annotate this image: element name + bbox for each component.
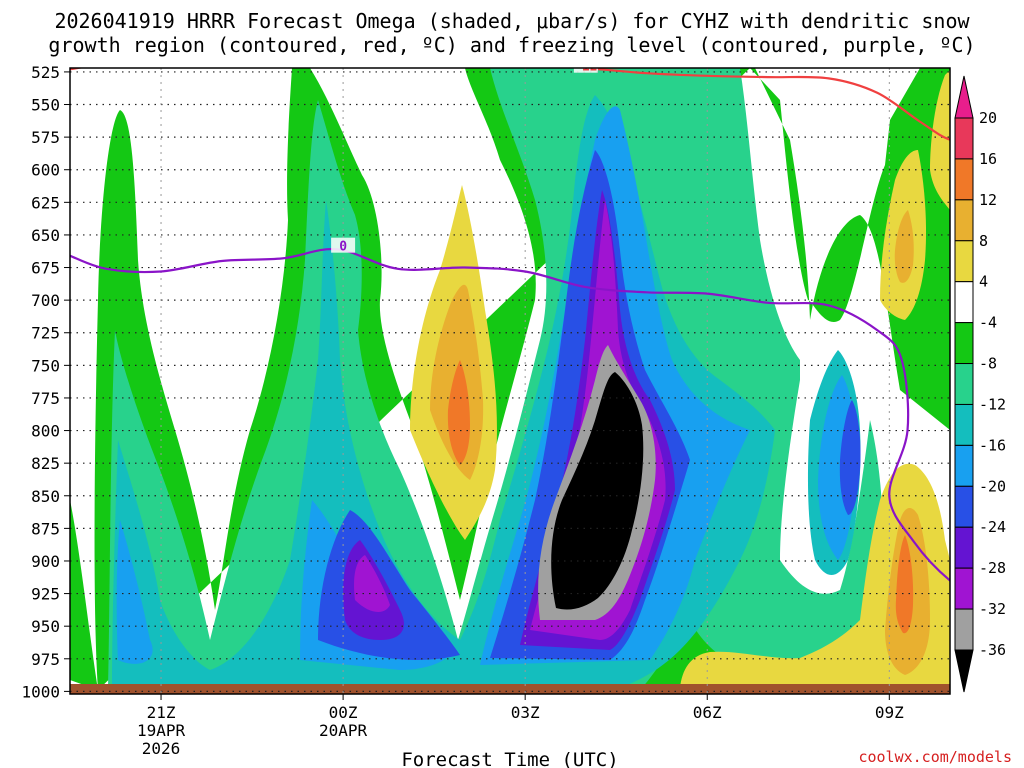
colorbar-label: -36: [979, 641, 1006, 659]
y-tick-label: 750: [31, 356, 60, 375]
credit-text: coolwx.com/models: [858, 748, 1012, 766]
y-tick-label: 575: [31, 128, 60, 147]
contour-label: 0: [339, 240, 347, 255]
x-tick-label: 06Z: [693, 703, 722, 722]
colorbar-label: -16: [979, 436, 1006, 454]
y-tick-label: 825: [31, 454, 60, 473]
colorbar-band: [954, 363, 974, 405]
colorbar-band: [954, 444, 974, 487]
x-tick-label: 21Z: [147, 703, 176, 722]
y-tick-label: 600: [31, 161, 60, 180]
colorbar-band: [954, 608, 974, 651]
y-tick-label: 875: [31, 519, 60, 538]
colorbar-top-arrow: [954, 75, 974, 119]
colorbar-band: [954, 240, 974, 283]
colorbar-label: 4: [979, 273, 988, 291]
y-tick-label: 900: [31, 552, 60, 571]
colorbar-label: 16: [979, 150, 997, 168]
contour-layer: -12 0: [70, 60, 950, 582]
x-axis: 21Z19APR202600Z20APR03Z06Z09Z12Z: [137, 694, 904, 758]
colorbar-label: 8: [979, 232, 988, 250]
colorbar-band: [954, 485, 974, 528]
plot-frame: [69, 67, 951, 695]
y-tick-label: 775: [31, 389, 60, 408]
freezing-level-line: [70, 247, 950, 582]
colorbar: 20 16 12 8 4 -4 -8 -12 -16 -20 -24 -28 -32 -36: [954, 75, 1006, 693]
y-tick-label: 625: [31, 193, 60, 212]
y-tick-label: 725: [31, 324, 60, 343]
region-orange: [447, 360, 914, 634]
contour-label-bg: [331, 237, 356, 253]
y-tick-label: 950: [31, 617, 60, 636]
colorbar-band: [954, 117, 974, 160]
y-tick-label: 650: [31, 226, 60, 245]
x-tick-date: 19APR: [137, 721, 186, 740]
y-tick-label: 800: [31, 422, 60, 441]
y-tick-label: 975: [31, 650, 60, 669]
colorbar-label: -4: [979, 314, 997, 332]
colorbar-band: [954, 403, 974, 446]
y-tick-label: 1000: [21, 682, 60, 701]
y-axis: 525 550 575 600 625 650 675 700 725 750 775 800 825 8…: [21, 63, 70, 701]
colorbar-bottom-arrow: [954, 649, 974, 693]
y-tick-label: 925: [31, 585, 60, 604]
colorbar-label: 12: [979, 191, 997, 209]
colorbar-band: [954, 526, 974, 569]
x-tick-year: 2026: [142, 739, 181, 758]
contour-label: -12: [574, 60, 597, 75]
chart-title-line2: growth region (contoured, red, ºC) and f…: [48, 33, 975, 57]
chart-title-line1: 2026041919 HRRR Forecast Omega (shaded, …: [54, 9, 970, 33]
colorbar-band: [954, 199, 974, 242]
y-tick-label: 550: [31, 96, 60, 115]
colorbar-band: [954, 158, 974, 201]
y-tick-label: 525: [31, 63, 60, 82]
colorbar-label: -12: [979, 395, 1006, 413]
y-tick-label: 850: [31, 487, 60, 506]
colorbar-band: [954, 322, 974, 365]
colorbar-label: -24: [979, 518, 1006, 536]
contour-label-bg: [573, 68, 598, 73]
x-tick-label: 03Z: [511, 703, 540, 722]
colorbar-band: [954, 567, 974, 610]
x-tick-label: 00Z: [329, 703, 358, 722]
y-tick-label: 700: [31, 291, 60, 310]
colorbar-label: 20: [979, 109, 997, 127]
region-black-core: [551, 372, 644, 610]
y-tick-label: 675: [31, 259, 60, 278]
colorbar-band: [954, 281, 974, 324]
x-axis-label: Forecast Time (UTC): [401, 749, 618, 768]
colorbar-label: -32: [979, 600, 1006, 618]
colorbar-label: -8: [979, 355, 997, 373]
dendritic-contour-line: [70, 68, 950, 141]
x-tick-date: 20APR: [319, 721, 368, 740]
plot-area: -12 0: [70, 60, 950, 694]
x-tick-label: 09Z: [875, 703, 904, 722]
colorbar-label: -20: [979, 477, 1006, 495]
colorbar-label: -28: [979, 559, 1006, 577]
ground-strip: [70, 684, 950, 694]
